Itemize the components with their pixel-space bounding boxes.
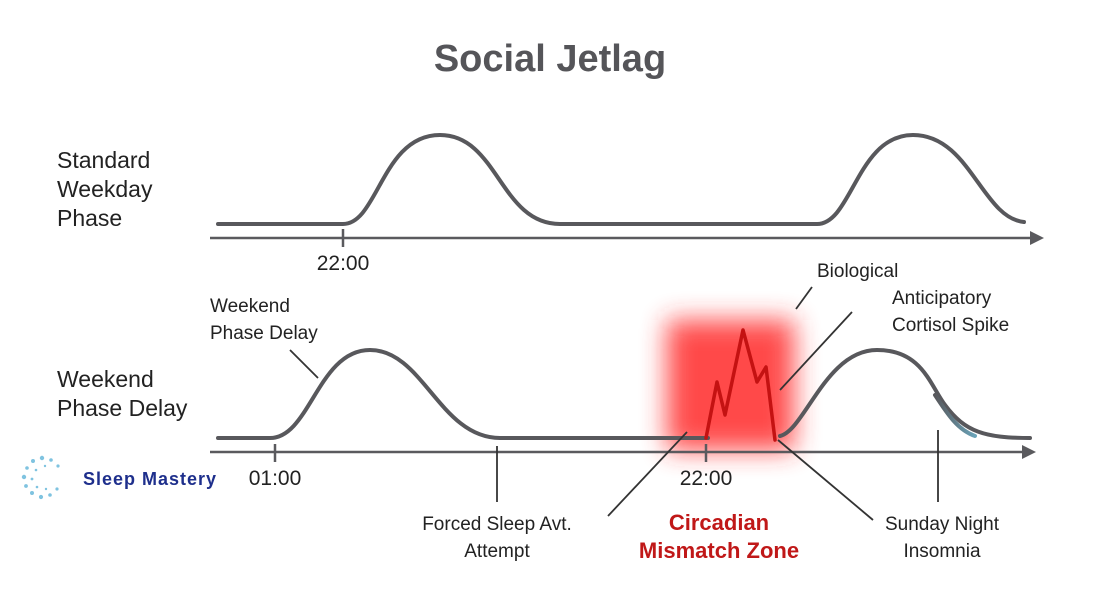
leader-mismatch-zone [607,431,688,517]
annotation-weekend-delay-line2: Phase Delay [210,323,318,344]
annotation-anticipatory: Anticipatory [892,288,992,309]
annotation-mismatch-zone-line1: Circadian [669,510,769,535]
row-label-weekend-delay: Weekend Phase Delay [57,366,188,421]
weekend-axis-arrowhead [1022,445,1036,459]
annotation-sunday-insomnia-line2: Insomnia [903,541,981,562]
brand-dots-icon [21,455,60,500]
weekend-recovery-curve [778,347,1032,440]
annotation-mismatch-zone-line2: Mismatch Zone [639,538,799,563]
weekend-phase-curve [216,347,710,440]
annotation-sunday-insomnia-line1: Sunday Night [885,514,1000,535]
weekday-phase-curve [216,132,1026,226]
leader-cortisol-spike [779,311,853,391]
row-label-standard-weekday: Standard Weekday Phase [57,147,153,231]
weekday-axis-arrowhead [1030,231,1044,245]
annotation-forced-sleep-line2: Attempt [464,541,530,562]
leader-weekend-phase-delay [289,349,319,379]
recovery-tail-highlight [933,393,977,438]
annotation-forced-sleep-line1: Forced Sleep Avt. [422,514,572,535]
annotation-biological: Biological [817,261,898,282]
annotation-weekend-delay-line1: Weekend [210,296,290,317]
cortisol-spike-line [704,328,777,442]
tick-label-weekday-2200: 22:00 [317,252,370,275]
leader-sunday-insomnia [777,439,874,521]
brand-name: Sleep Mastery [83,469,218,489]
tick-label-weekend-0100: 01:00 [249,467,302,490]
leader-biological [795,286,813,310]
tick-label-weekend-2200: 22:00 [680,467,733,490]
brand-logo: Sleep Mastery [18,452,218,502]
annotation-cortisol-spike: Cortisol Spike [892,315,1009,336]
page-title: Social Jetlag [433,38,667,80]
